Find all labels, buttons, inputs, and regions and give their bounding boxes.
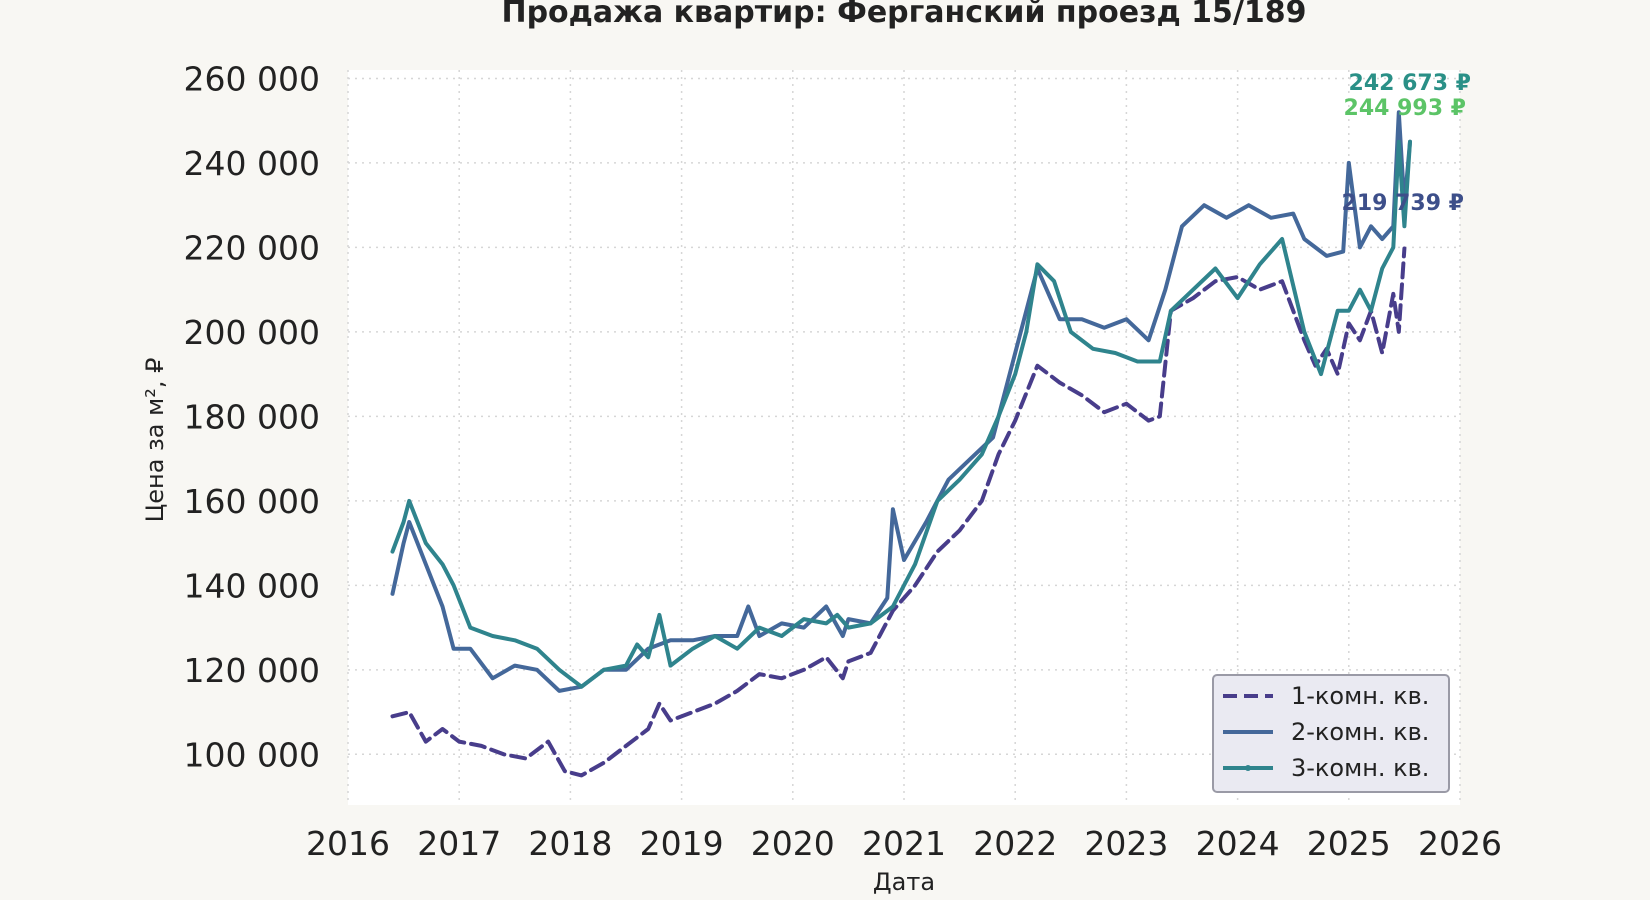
y-tick-label: 120 000 [184,651,320,690]
x-tick-label: 2025 [1307,824,1391,863]
end-value-label-1: 219 739 ₽ [1342,191,1464,216]
series-line-3 [390,139,1412,689]
x-tick-label: 2019 [640,824,724,863]
end-value-labels: 219 739 ₽ 242 673 ₽244 993 ₽ [1342,71,1471,216]
series-line-2 [390,110,1412,693]
y-tick-label: 180 000 [184,397,320,436]
x-tick-label: 2026 [1418,824,1502,863]
x-tick-label: 2022 [973,824,1057,863]
x-tick-label: 2024 [1196,824,1280,863]
end-value-label-3: 244 993 ₽ [1344,96,1466,121]
y-axis-label: Цена за м², ₽ [141,358,169,523]
y-tick-label: 220 000 [184,228,320,267]
legend-box [1212,674,1450,793]
legend: 1-комн. кв. 2-комн. кв. 3-комн. кв. [1212,674,1450,793]
legend-label-3: 3-комн. кв. [1291,754,1429,782]
series-lines [390,110,1412,778]
x-tick-label: 2016 [306,824,390,863]
y-axis-ticks: 100 000 120 000 140 000 160 000 180 000 200 0… [184,59,320,774]
y-tick-label: 160 000 [184,482,320,521]
legend-swatch-3-marker [1245,765,1251,771]
x-tick-label: 2017 [417,824,501,863]
x-tick-label: 2018 [528,824,612,863]
y-tick-label: 100 000 [184,735,320,774]
x-axis-label: Дата [873,868,935,896]
x-axis-ticks: 2016 2017 2018 2019 2020 2021 2022 2023 2024 2025… [306,824,1502,863]
y-tick-label: 140 000 [184,566,320,605]
legend-label-2: 2-комн. кв. [1291,718,1429,746]
y-tick-label: 260 000 [184,59,320,98]
x-tick-label: 2020 [751,824,835,863]
end-value-label-2: 242 673 ₽ [1349,71,1471,96]
x-tick-label: 2023 [1084,824,1168,863]
legend-label-1: 1-комн. кв. [1291,682,1429,710]
y-tick-label: 240 000 [184,144,320,183]
series-line-1 [390,246,1407,778]
x-tick-label: 2021 [862,824,946,863]
y-tick-label: 200 000 [184,313,320,352]
chart-title: Продажа квартир: Ферганский проезд 15/18… [501,0,1306,30]
